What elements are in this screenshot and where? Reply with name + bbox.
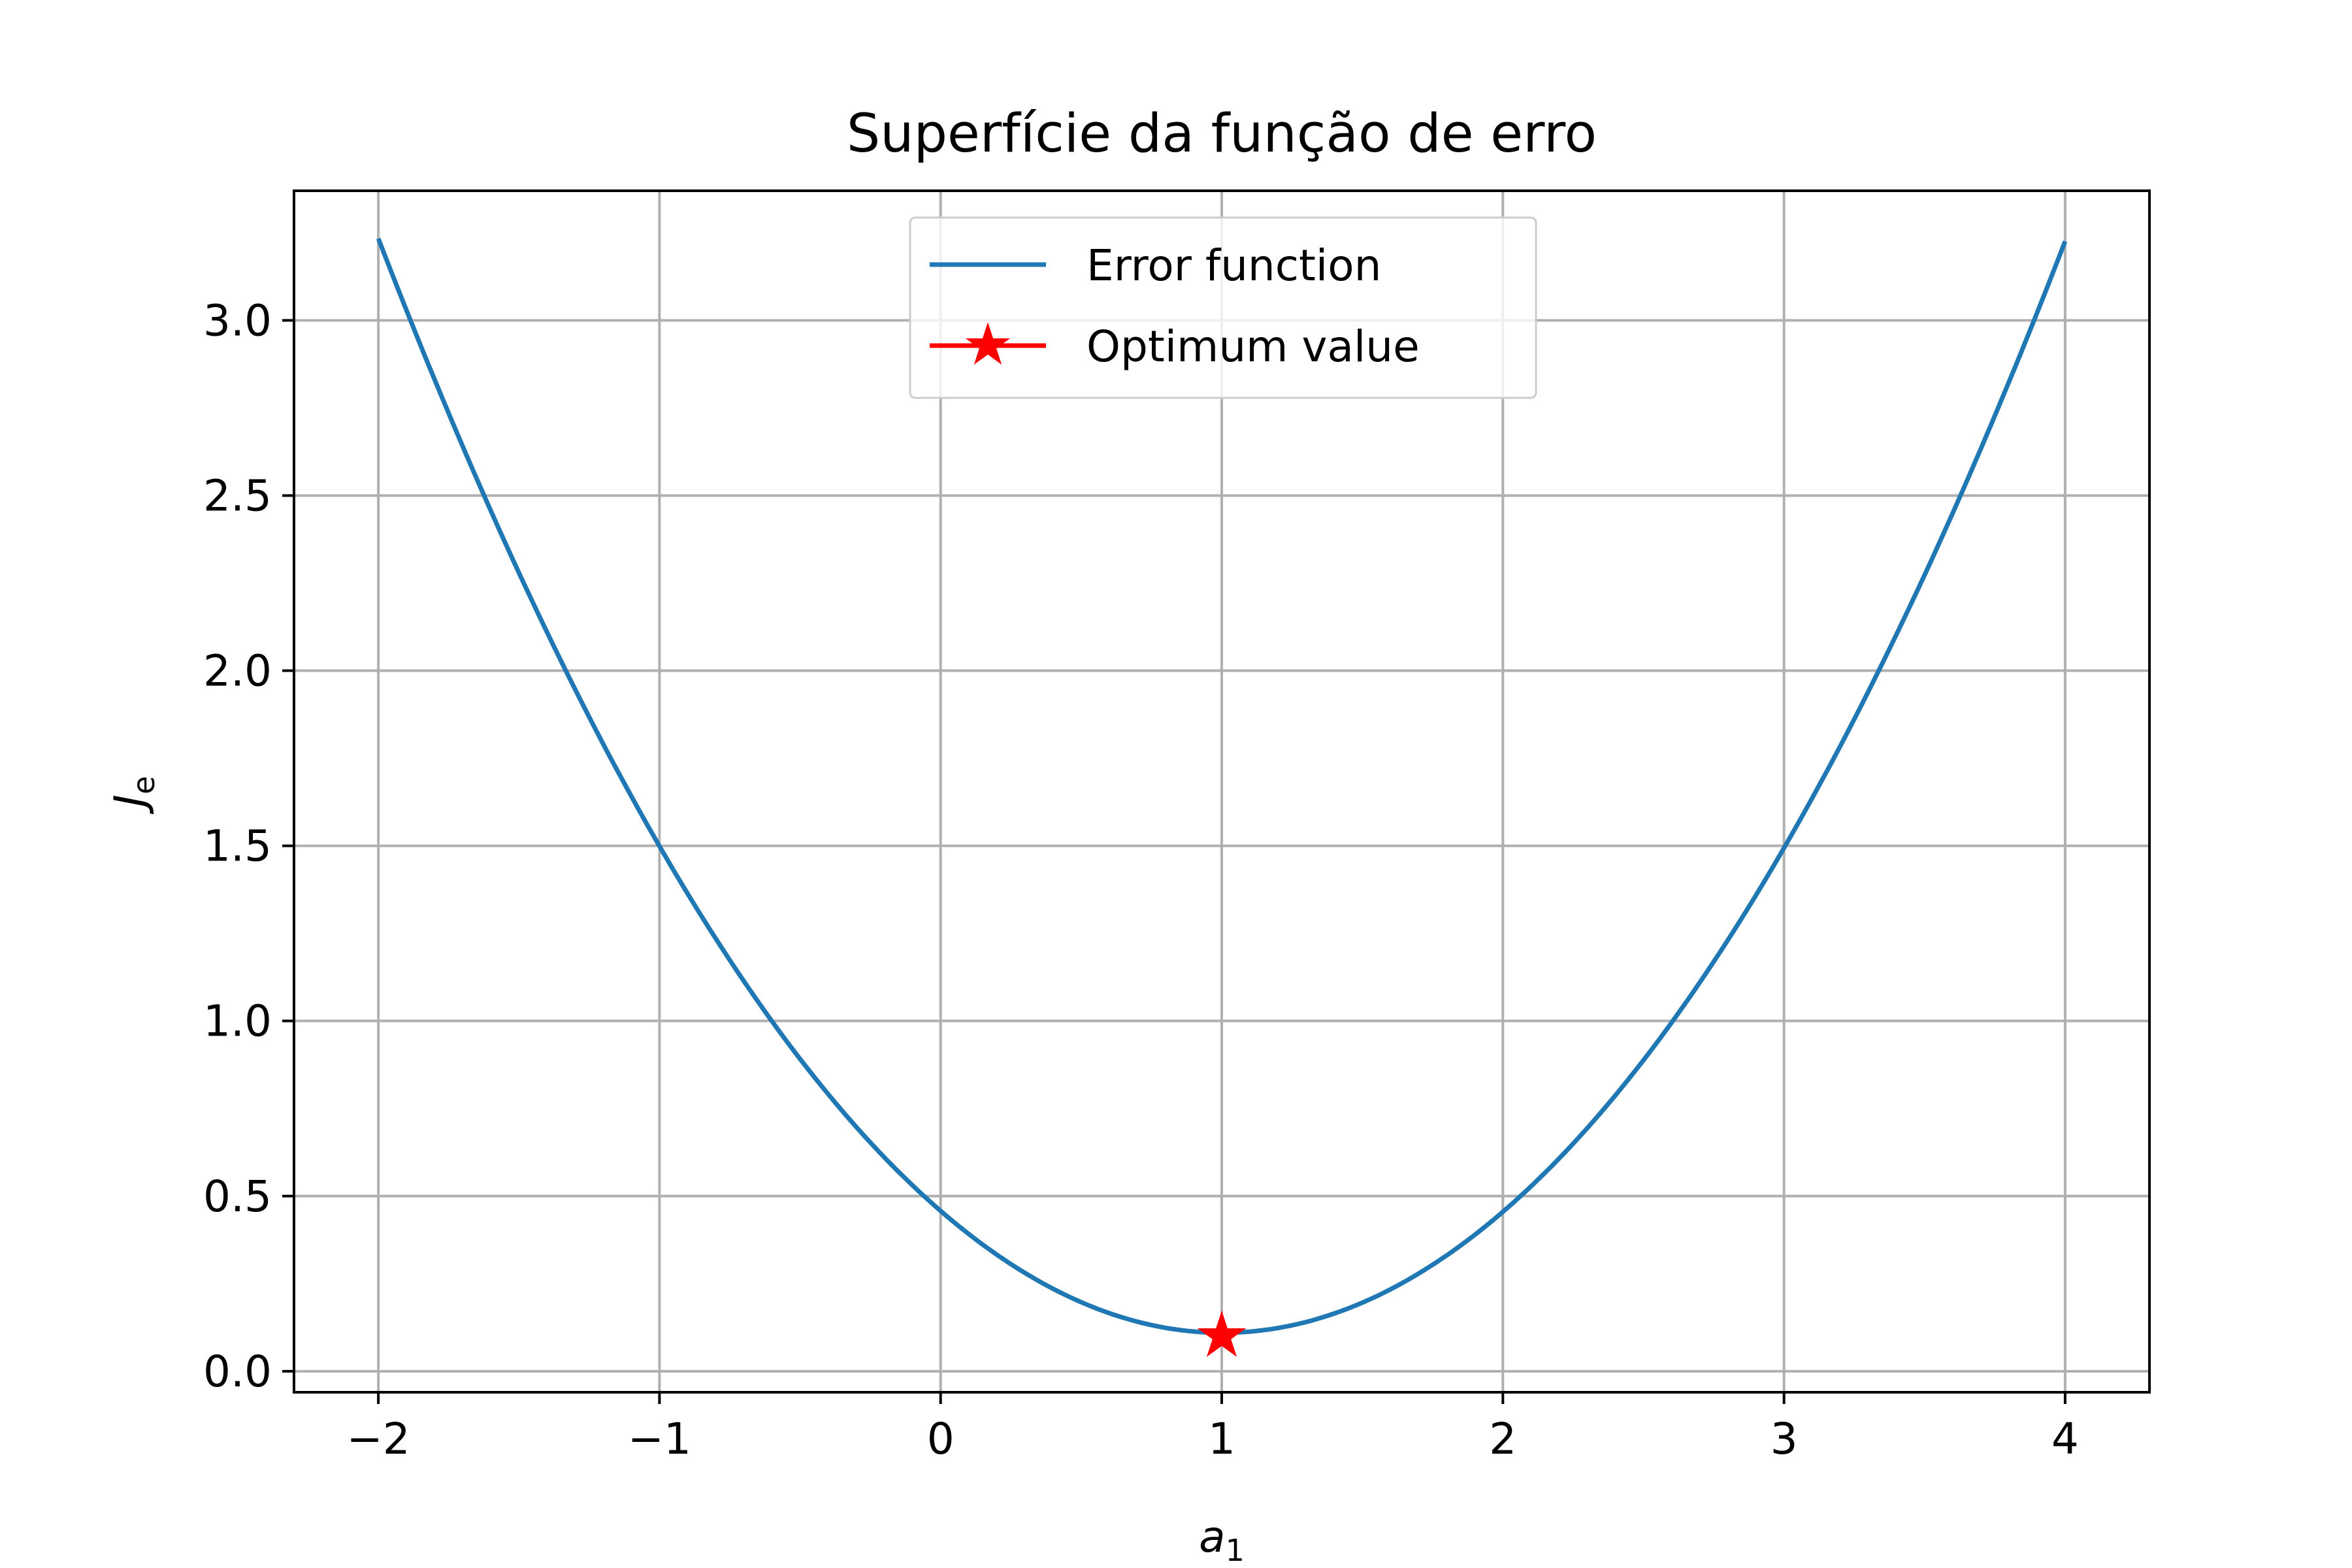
y-tick-label: 0.5	[203, 1171, 272, 1222]
x-tick-label: 3	[1771, 1414, 1798, 1464]
y-axis-label-subscript: e	[126, 776, 161, 794]
legend-box	[909, 216, 1537, 399]
y-tick-label: 2.5	[203, 470, 272, 521]
y-tick-label: 1.0	[203, 996, 272, 1047]
chart-title: Superfície da função de erro	[847, 103, 1597, 165]
x-tick-label: −2	[346, 1414, 410, 1464]
series-layer	[376, 237, 2068, 1357]
x-tick-label: 0	[927, 1414, 955, 1464]
legend-label-error-function: Error function	[1086, 240, 1381, 291]
x-axis-label: a1	[1199, 1512, 1245, 1568]
legend-star-icon	[965, 322, 1011, 365]
optimum-star-marker	[1197, 1310, 1247, 1357]
x-axis-label-main: a	[1199, 1512, 1225, 1562]
x-tick-label: 1	[1208, 1414, 1235, 1464]
y-tick-label: 3.0	[203, 295, 272, 346]
legend: Error function Optimum value	[909, 216, 1537, 399]
y-tick-label: 0.0	[203, 1347, 272, 1397]
y-tick-label: 2.0	[203, 646, 272, 696]
x-axis-label-subscript: 1	[1226, 1533, 1245, 1568]
y-tick-label: 1.5	[203, 821, 272, 872]
x-tick-label: 4	[2051, 1414, 2079, 1464]
x-tick-label: −1	[628, 1414, 691, 1464]
legend-label-optimum-value: Optimum value	[1086, 321, 1420, 372]
x-tick-label: 2	[1489, 1414, 1516, 1464]
axis-ticks: −2 −1 0 1 2 3 4 0.0 0.5 1.0 1.5 2.0 2.5 3.0	[203, 295, 2079, 1464]
